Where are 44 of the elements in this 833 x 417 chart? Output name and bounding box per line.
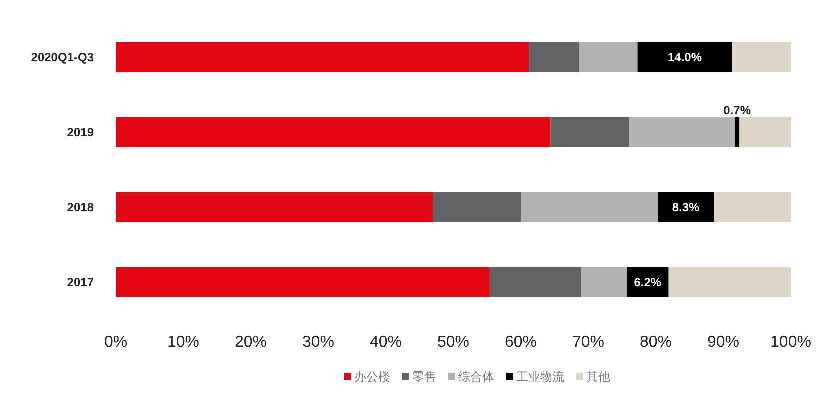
bar — [629, 118, 735, 148]
x-tick-label: 80% — [640, 334, 672, 351]
bar — [116, 42, 530, 72]
bar — [521, 192, 658, 222]
x-tick-label: 50% — [437, 334, 470, 351]
bar — [740, 118, 791, 148]
bar — [433, 192, 521, 222]
x-tick-label: 90% — [707, 334, 740, 351]
y-tick-label: 2017 — [67, 276, 94, 290]
legend-label: 工业物流 — [516, 370, 564, 384]
y-tick-label: 2020Q1-Q3 — [31, 50, 94, 64]
data-label: 14.0% — [668, 50, 702, 64]
bar — [116, 118, 551, 148]
bar — [734, 118, 740, 148]
bar — [658, 192, 714, 222]
data-label: 8.3% — [672, 200, 700, 214]
bar — [732, 42, 791, 72]
bar — [116, 192, 434, 222]
x-tick-label: 10% — [167, 334, 200, 351]
data-label: 6.2% — [634, 276, 662, 290]
x-tick-label: 100% — [770, 334, 812, 351]
bar — [668, 268, 791, 298]
x-tick-label: 60% — [504, 334, 538, 351]
legend-label: 零售 — [412, 370, 436, 384]
legend-label: 办公楼 — [354, 370, 390, 384]
x-tick-label: 20% — [234, 334, 268, 351]
bar — [490, 268, 582, 298]
bar — [582, 268, 627, 298]
x-tick-label: 0% — [104, 334, 128, 351]
bar — [550, 118, 629, 148]
legend-label: 其他 — [586, 370, 610, 384]
bar — [529, 42, 580, 72]
bar — [638, 42, 732, 72]
y-tick-label: 2019 — [67, 126, 94, 140]
x-tick-label: 40% — [370, 334, 402, 351]
bar — [116, 268, 490, 298]
legend-label: 综合体 — [458, 370, 494, 384]
y-tick-label: 2018 — [67, 200, 94, 214]
data-label: 0.7% — [724, 104, 752, 118]
x-tick-label: 30% — [302, 334, 335, 351]
bar — [714, 192, 791, 222]
bar — [579, 42, 638, 72]
bar — [626, 268, 669, 298]
x-tick-label: 70% — [572, 334, 605, 351]
